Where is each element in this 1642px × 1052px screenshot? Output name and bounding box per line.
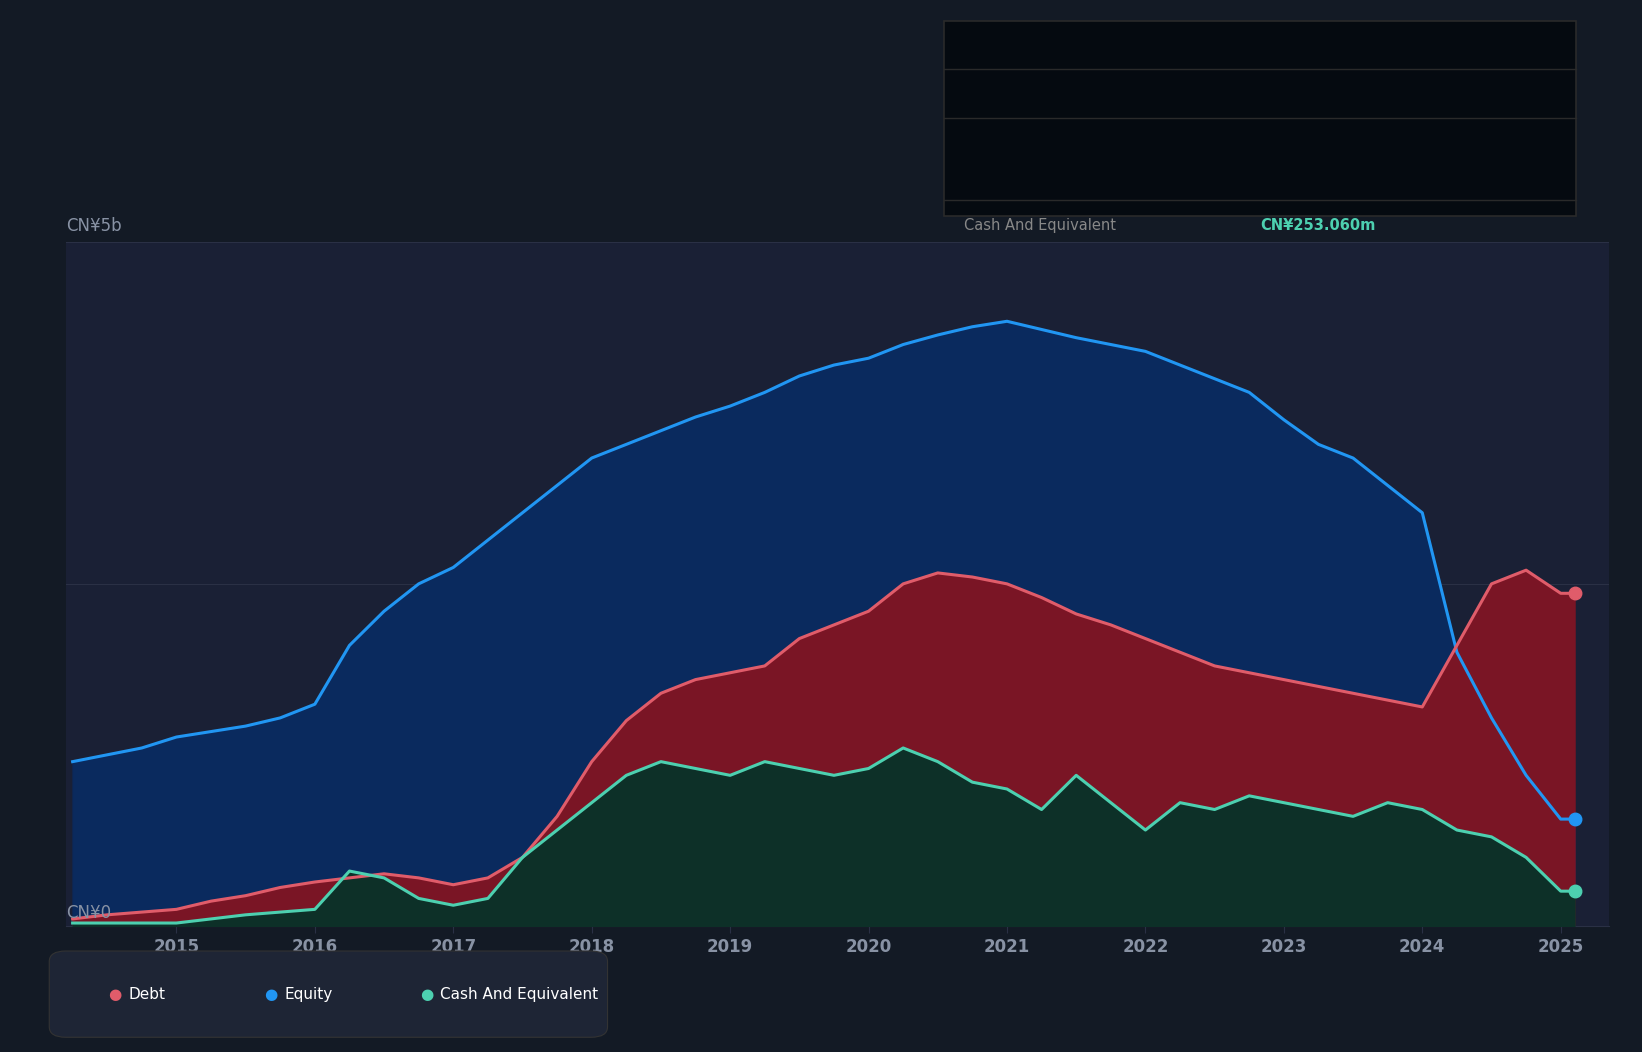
Text: Debt: Debt [128, 987, 166, 1002]
Text: CN¥253.060m: CN¥253.060m [1261, 218, 1376, 232]
Text: 313.2%: 313.2% [1261, 167, 1322, 182]
Text: CN¥0: CN¥0 [66, 905, 110, 923]
Text: Mar 31 2025: Mar 31 2025 [964, 43, 1080, 62]
Text: Cash And Equivalent: Cash And Equivalent [440, 987, 598, 1002]
Text: ●: ● [264, 987, 277, 1002]
Text: Cash And Equivalent: Cash And Equivalent [964, 218, 1117, 232]
Text: Debt: Debt [964, 87, 998, 102]
Text: CN¥5b: CN¥5b [66, 217, 122, 236]
Text: ●: ● [108, 987, 122, 1002]
Text: CN¥2.431b: CN¥2.431b [1261, 87, 1350, 102]
Text: CN¥776.189m: CN¥776.189m [1261, 136, 1376, 150]
Text: Equity: Equity [964, 136, 1010, 150]
Text: Equity: Equity [284, 987, 332, 1002]
Text: Debt/Equity Ratio: Debt/Equity Ratio [1340, 167, 1473, 182]
Text: ●: ● [420, 987, 433, 1002]
